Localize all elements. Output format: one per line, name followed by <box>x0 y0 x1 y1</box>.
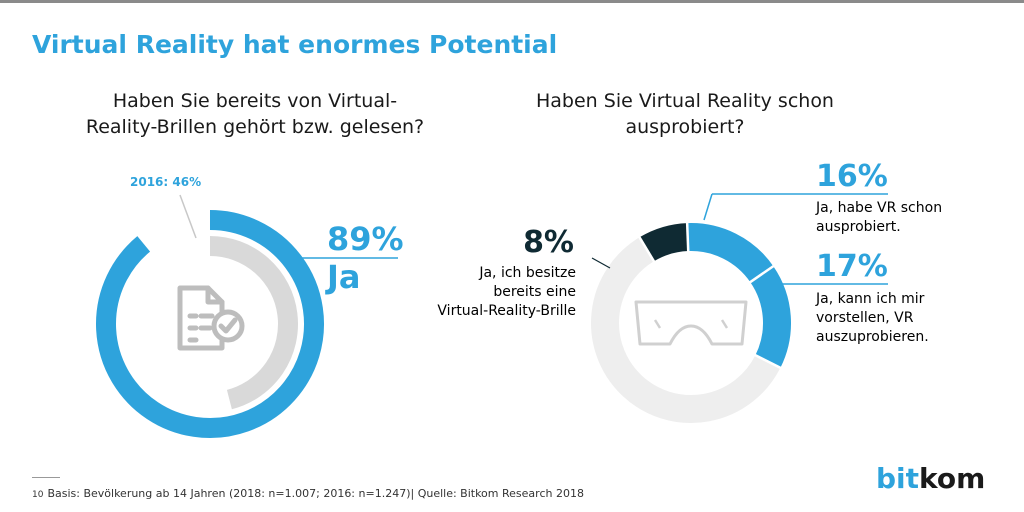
vr-headset-icon <box>634 300 748 346</box>
question-left-text: Haben Sie bereits von Virtual- Reality-Br… <box>85 90 425 138</box>
top-rule <box>0 0 1024 3</box>
footer-source: 10 Basis: Bevölkerung ab 14 Jahren (2018:… <box>32 487 584 500</box>
right-17-label-line3: auszuprobieren. <box>816 329 929 345</box>
left-2016-leader-line <box>179 194 197 239</box>
right-16-value: 16% <box>816 159 888 194</box>
document-check-icon <box>177 285 245 351</box>
left-2018-value: 89% <box>327 220 404 258</box>
left-2018-label: Ja <box>325 258 361 296</box>
right-17-label-line2: vorstellen, VR <box>816 310 914 326</box>
right-16-leader-a <box>703 193 713 221</box>
right-slice-separator <box>637 235 656 263</box>
right-slice-17 <box>749 266 791 368</box>
source-text: Basis: Bevölkerung ab 14 Jahren (2018: n… <box>47 487 584 500</box>
footer-rule <box>32 477 60 478</box>
right-16-label-line2: ausprobiert. <box>816 219 901 235</box>
bitkom-logo: bitkom <box>876 462 985 495</box>
left-2016-label: 2016: 46% <box>130 175 201 189</box>
right-donut-chart: 8% Ja, ich besitze bereits eine Virtual-… <box>437 159 942 423</box>
right-slice-8 <box>639 223 689 262</box>
right-slice-separator <box>753 353 782 370</box>
left-donut-chart: 2016: 46% 89% Ja <box>96 175 404 438</box>
right-8-label-line2: bereits eine <box>493 284 576 300</box>
right-8-leader <box>591 257 611 269</box>
right-16-label-line1: Ja, habe VR schon <box>815 200 942 216</box>
left-donut-2018-arc <box>96 210 324 438</box>
question-left: Haben Sie bereits von Virtual- Reality-Br… <box>40 88 470 140</box>
right-17-value: 17% <box>816 249 888 284</box>
right-8-label-line1: Ja, ich besitze <box>478 265 576 281</box>
page-number: 10 <box>32 490 44 500</box>
right-8-label-line3: Virtual-Reality-Brille <box>437 303 576 319</box>
right-8-value: 8% <box>523 225 574 260</box>
logo-part-kom: kom <box>919 462 986 495</box>
right-slice-16 <box>687 223 774 283</box>
question-right-text: Haben Sie Virtual Reality schon ausprobie… <box>536 90 834 138</box>
logo-part-bit: bit <box>876 462 920 495</box>
right-17-label-line1: Ja, kann ich mir <box>815 291 925 307</box>
slide-title: Virtual Reality hat enormes Potential <box>32 30 558 59</box>
right-slice-separator <box>748 264 775 284</box>
left-donut-2016-arc <box>209 236 298 410</box>
right-slice-separator <box>685 222 690 253</box>
question-right: Haben Sie Virtual Reality schon ausprobie… <box>470 88 900 140</box>
right-slice-rest <box>591 237 781 423</box>
